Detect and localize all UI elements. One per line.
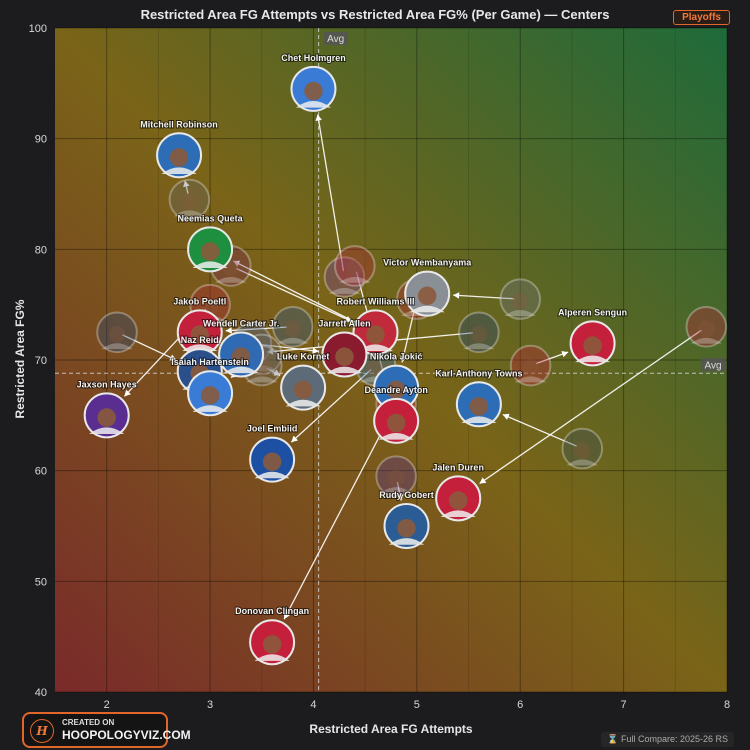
movement-arrow	[290, 369, 372, 443]
player-name-label: Deandre Ayton	[364, 385, 427, 395]
player-name-label: Chet Holmgren	[281, 53, 346, 63]
y-tick-label: 80	[35, 244, 47, 256]
x-tick-label: 6	[517, 699, 523, 711]
y-tick-label: 90	[35, 134, 47, 146]
player-name-label: Robert Williams III	[337, 296, 415, 306]
player-name-label: Mitchell Robinson	[140, 119, 218, 129]
player-point[interactable]: Isaiah Hartenstein	[170, 356, 250, 417]
player-point[interactable]: Jaxson Hayes	[76, 378, 138, 439]
movement-arrow	[536, 351, 569, 365]
y-tick-label: 40	[35, 687, 47, 699]
player-point[interactable]: Mitchell Robinson	[139, 118, 219, 179]
movement-arrow	[315, 114, 345, 272]
movement-arrow	[266, 367, 281, 376]
movement-arrow	[396, 481, 404, 501]
player-point[interactable]: Neemias Queta	[177, 212, 245, 273]
player-point[interactable]: Jalen Duren	[431, 461, 485, 522]
x-tick-label: 8	[724, 699, 730, 711]
y-tick-label: 60	[35, 466, 47, 478]
full-compare-note: ⌛ Full Compare: 2025-26 RS	[601, 732, 734, 747]
player-name-label: Nikola Jokić	[370, 352, 423, 362]
y-tick-label: 50	[35, 576, 47, 588]
player-name-label: Jakob Poeltl	[173, 296, 226, 306]
x-tick-label: 7	[621, 699, 627, 711]
movement-arrow	[283, 409, 394, 620]
player-point[interactable]: Jarrett Allen	[317, 317, 372, 378]
prev-point	[499, 278, 542, 320]
movement-arrow	[235, 267, 353, 323]
player-point[interactable]: Alperen Sengun	[557, 306, 628, 367]
player-name-label: Luke Kornet	[277, 352, 330, 362]
logo-mark-icon: H	[30, 719, 54, 743]
prev-point	[561, 427, 604, 470]
player-point[interactable]: Donovan Clingan	[234, 605, 310, 666]
prev-point	[509, 344, 552, 387]
prev-point	[458, 311, 500, 354]
player-point[interactable]: Deandre Ayton	[363, 384, 429, 444]
player-name-label: Wendell Carter Jr.	[203, 318, 279, 328]
logo-line1: CREATED ON	[62, 718, 115, 727]
player-point[interactable]: Luke Kornet	[276, 351, 330, 411]
movement-arrow	[453, 292, 515, 300]
x-tick-label: 4	[310, 699, 316, 711]
player-point[interactable]: Victor Wembanyama	[382, 257, 473, 317]
svg-text:Avg: Avg	[704, 360, 721, 371]
player-name-label: Rudy Gobert	[379, 490, 434, 500]
player-point[interactable]: Joel Embiid	[246, 423, 298, 483]
player-name-label: Victor Wembanyama	[383, 258, 472, 268]
player-name-label: Karl-Anthony Towns	[435, 368, 522, 378]
player-name-label: Isaiah Hartenstein	[171, 357, 249, 367]
player-name-label: Naz Reid	[181, 335, 219, 345]
prev-point	[323, 256, 366, 298]
x-tick-label: 5	[414, 699, 420, 711]
prev-point	[168, 178, 211, 221]
chart-title: Restricted Area FG Attempts vs Restricte…	[140, 7, 610, 22]
axis-ticks: 2 3 4 5 6 7 8 40 50 60 70 80 90 100	[29, 23, 730, 711]
y-tick-label: 100	[29, 23, 47, 35]
movement-arrow	[479, 329, 702, 485]
movement-arrows	[122, 114, 702, 620]
player-point[interactable]: Jakob Poeltl	[172, 295, 227, 356]
player-point[interactable]: Chet Holmgren	[280, 52, 347, 112]
prev-point	[685, 306, 728, 348]
player-name-label: Jalen Duren	[432, 462, 484, 472]
y-tick-label: 70	[35, 355, 47, 367]
movement-arrow	[183, 180, 190, 194]
player-point[interactable]: Karl-Anthony Towns	[434, 367, 524, 428]
player-point[interactable]: Rudy Gobert	[378, 489, 435, 549]
prev-point	[334, 245, 376, 287]
prev-point	[375, 455, 417, 498]
player-name-label: Donovan Clingan	[235, 606, 309, 616]
movement-arrow	[257, 343, 319, 354]
player-name-label: Jaxson Hayes	[77, 379, 137, 389]
logo-line2: HOOPOLOGYVIZ.COM	[62, 728, 191, 742]
movement-arrow	[225, 326, 287, 334]
player-points: Chet Holmgren Mitchell Robinson Neemias Qu…	[76, 52, 628, 666]
player-name-label: Alperen Sengun	[558, 307, 627, 317]
player-point[interactable]: Wendell Carter Jr.	[202, 317, 280, 378]
avg-label-x: Avg	[323, 32, 348, 45]
y-axis-label: Restricted Area FG%	[13, 299, 27, 419]
movement-arrow	[502, 413, 578, 447]
svg-text:Avg: Avg	[327, 34, 344, 45]
prev-point	[96, 311, 138, 354]
playoffs-badge[interactable]: Playoffs	[673, 10, 730, 25]
movement-arrow	[122, 334, 177, 361]
player-name-label: Joel Embiid	[247, 424, 298, 434]
hoopologyviz-logo[interactable]: H CREATED ON HOOPOLOGYVIZ.COM	[22, 712, 191, 748]
x-tick-label: 2	[104, 699, 110, 711]
prev-point	[271, 306, 314, 348]
movement-arrow	[400, 304, 417, 363]
x-tick-label: 3	[207, 699, 213, 711]
avg-label-y: Avg	[701, 358, 725, 372]
player-name-label: Neemias Queta	[178, 213, 244, 223]
player-name-label: Jarrett Allen	[318, 318, 370, 328]
x-axis-label: Restricted Area FG Attempts	[309, 722, 473, 736]
